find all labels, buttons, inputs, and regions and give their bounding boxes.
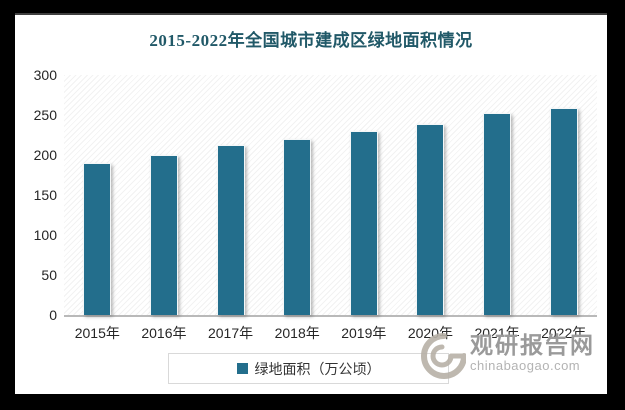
plot-area [64, 75, 597, 317]
chart-title: 2015-2022年全国城市建成区绿地面积情况 [149, 31, 473, 50]
bar-band [530, 75, 597, 315]
x-axis: 2015年 2016年 2017年 2018年 2019年 2020年 2021年 2022年 [64, 323, 597, 343]
bar-2015年 [83, 163, 112, 315]
watermark-url: chinabaogao.com [470, 358, 581, 373]
x-tick-label-2016年: 2016年 [141, 325, 187, 341]
bar-2020年 [416, 123, 445, 315]
bar-2016年 [149, 155, 178, 315]
bar-band [131, 75, 198, 315]
y-tick-label-150: 150 [33, 187, 57, 203]
x-tick-label-2018年: 2018年 [274, 325, 320, 341]
legend-box: 绿地面积（万公顷） [168, 353, 449, 384]
bar-2022年 [549, 107, 578, 315]
y-tick-label-0: 0 [49, 307, 57, 323]
legend-marker-icon [236, 363, 248, 374]
x-tick-label-2022年: 2022年 [541, 325, 587, 341]
x-tick-label-2015年: 2015年 [74, 325, 120, 341]
bar-2017年 [216, 145, 245, 315]
x-tick-label-2020年: 2020年 [407, 325, 454, 341]
bar-band [464, 75, 531, 315]
y-tick-label-200: 200 [33, 147, 57, 163]
bar-2021年 [483, 113, 512, 315]
bar-band [264, 75, 331, 315]
y-tick-label-300: 300 [33, 67, 57, 83]
y-tick-label-250: 250 [33, 107, 57, 123]
bar-2018年 [283, 139, 312, 315]
bar-band [331, 75, 398, 315]
bar-band [197, 75, 264, 315]
chart-card: 2015-2022年全国城市建成区绿地面积情况 0 50 100 150 200 250 3… [15, 13, 607, 394]
y-tick-label-50: 50 [41, 267, 57, 283]
y-axis: 0 50 100 150 200 250 300 [15, 67, 57, 323]
bar-band [64, 75, 131, 315]
legend-label: 绿地面积（万公顷） [254, 360, 381, 377]
x-tick-label-2021年: 2021年 [474, 325, 520, 341]
y-tick-label-100: 100 [33, 227, 57, 243]
x-tick-label-2017年: 2017年 [207, 325, 254, 341]
x-tick-label-2019年: 2019年 [341, 325, 387, 341]
bar-band [397, 75, 464, 315]
bar-2019年 [349, 131, 378, 315]
